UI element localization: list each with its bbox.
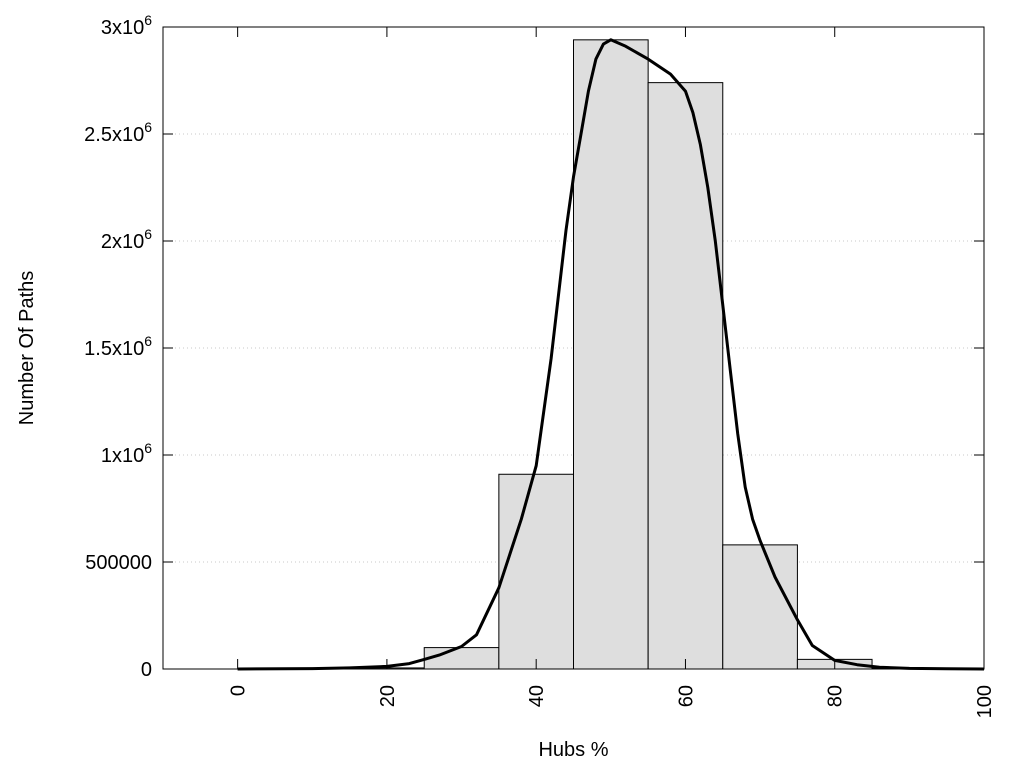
y-axis-label: Number Of Paths [16, 271, 38, 426]
y-tick-label: 1x106 [101, 440, 152, 467]
y-tick-label: 2x106 [101, 226, 152, 253]
y-tick-label: 1.5x106 [84, 333, 152, 360]
bar [573, 39, 649, 670]
curve-line [237, 38, 985, 671]
grid-lines [163, 133, 984, 563]
bar [498, 473, 575, 670]
bars [274, 39, 948, 670]
y-tick-label: 2.5x106 [84, 119, 152, 146]
bar [423, 647, 500, 670]
x-tick-label: 0 [228, 685, 250, 696]
y-tick-label: 0 [141, 659, 152, 681]
x-axis-ticks: 0 20 40 60 80 100 [228, 27, 996, 718]
y-tick-label: 3x106 [101, 12, 152, 39]
curve [237, 38, 985, 671]
y-tick-label: 500000 [85, 552, 152, 574]
x-tick-label: 20 [377, 685, 399, 707]
x-axis-label: Hubs % [538, 739, 608, 761]
y-axis-ticks: 0 500000 1x106 1.5x106 2x106 2.5x106 3x106 [84, 12, 984, 681]
bar [647, 82, 724, 670]
x-tick-label: 80 [825, 685, 847, 707]
bar [722, 544, 798, 670]
x-tick-label: 40 [526, 685, 548, 707]
x-tick-label: 60 [675, 685, 697, 707]
x-tick-label: 100 [974, 685, 996, 718]
